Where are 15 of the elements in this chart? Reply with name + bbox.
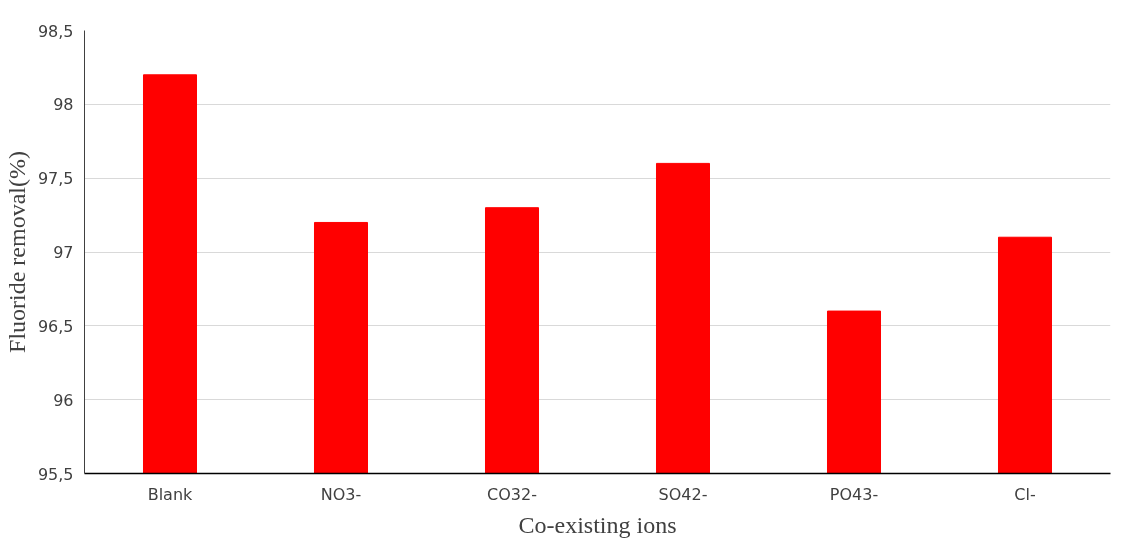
x-tick-label: CO32- bbox=[487, 484, 537, 504]
y-tick-label: 96 bbox=[53, 390, 74, 410]
x-tick-label: SO42- bbox=[658, 484, 708, 504]
x-axis-title: Co-existing ions bbox=[518, 511, 677, 538]
x-tick-label: NO3- bbox=[320, 484, 362, 504]
y-tick-label: 95,5 bbox=[37, 464, 74, 484]
x-tick-label: Blank bbox=[147, 484, 194, 504]
y-tick-label: 97 bbox=[53, 243, 74, 262]
y-tick-label: 98 bbox=[53, 95, 74, 115]
y-tick-label: 98,5 bbox=[37, 21, 74, 41]
y-tick-label: 96,5 bbox=[37, 316, 74, 336]
x-tick-label: PO43- bbox=[829, 484, 879, 504]
y-tick-label: 97,5 bbox=[37, 169, 74, 189]
x-tick-label: Cl- bbox=[1014, 484, 1036, 504]
y-axis-title: Fluoride removal(%) bbox=[3, 151, 30, 353]
